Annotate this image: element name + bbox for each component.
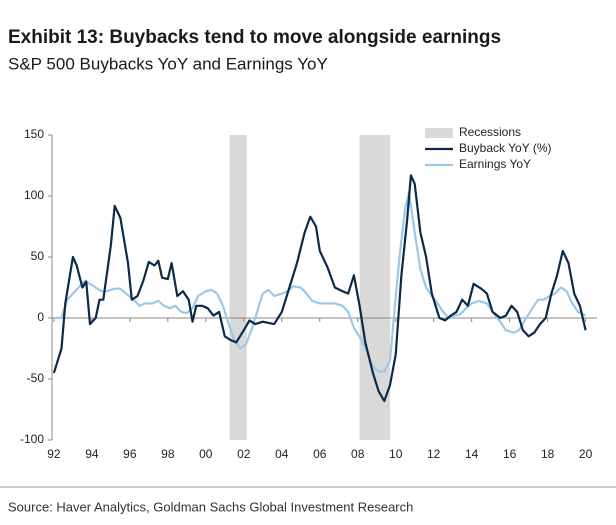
x-tick-label: 00: [199, 447, 213, 461]
recession-band: [359, 135, 391, 440]
legend-label: Earnings YoY: [459, 157, 531, 171]
source: Source: Haver Analytics, Goldman Sachs G…: [8, 499, 413, 514]
series-line: [53, 191, 587, 373]
chart-subtitle: S&P 500 Buybacks YoY and Earnings YoY: [8, 54, 328, 73]
x-tick-label: 04: [275, 447, 289, 461]
x-tick-label: 20: [579, 447, 593, 461]
legend-label: Recessions: [459, 125, 521, 139]
x-tick-label: 98: [161, 447, 175, 461]
y-tick-label: 150: [24, 127, 44, 141]
x-tick-label: 10: [389, 447, 403, 461]
recession-band: [229, 135, 247, 440]
y-tick-label: -50: [27, 371, 45, 385]
y-tick-label: -100: [20, 432, 44, 446]
x-tick-label: 14: [465, 447, 479, 461]
x-tick-label: 12: [427, 447, 441, 461]
x-tick-label: 18: [541, 447, 555, 461]
y-tick-label: 50: [31, 249, 45, 263]
x-tick-label: 16: [503, 447, 517, 461]
y-tick-label: 0: [37, 310, 44, 324]
legend-label: Buyback YoY (%): [459, 141, 552, 155]
x-tick-label: 92: [47, 447, 61, 461]
x-tick-label: 96: [123, 447, 137, 461]
x-tick-label: 94: [85, 447, 99, 461]
x-tick-label: 08: [351, 447, 365, 461]
legend-swatch: [425, 128, 453, 138]
x-tick-label: 06: [313, 447, 327, 461]
y-tick-label: 100: [24, 188, 44, 202]
series-line: [52, 174, 587, 403]
x-tick-label: 02: [237, 447, 251, 461]
chart-title: Exhibit 13: Buybacks tend to move alongs…: [8, 27, 501, 48]
